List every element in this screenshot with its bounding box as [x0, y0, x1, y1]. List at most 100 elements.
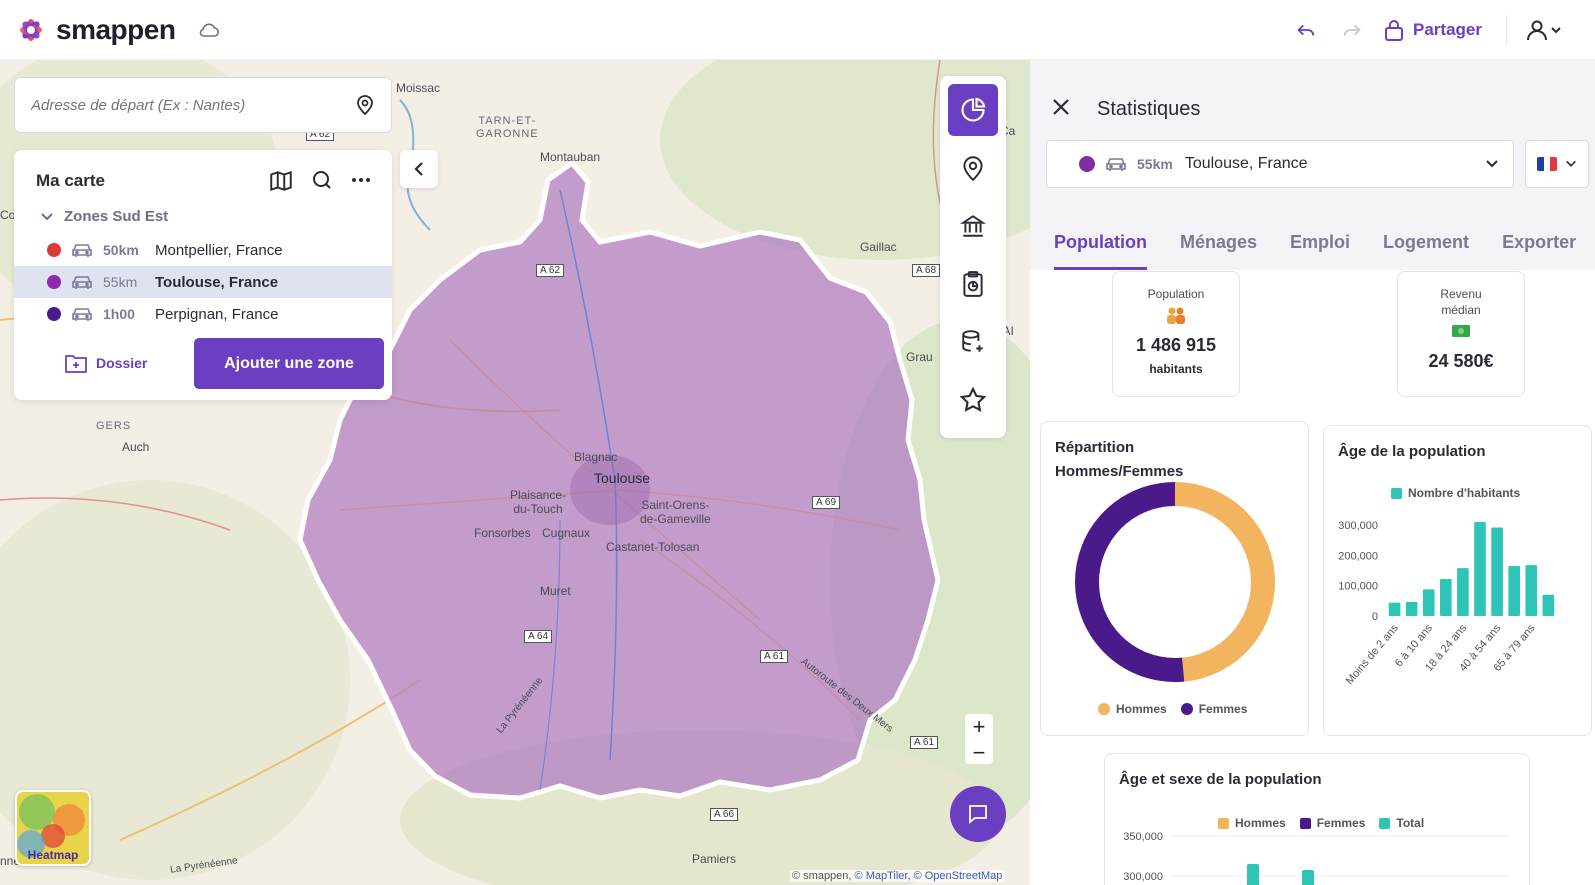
user-menu-button[interactable] — [1525, 18, 1563, 42]
zoom-out-button[interactable]: − — [972, 740, 986, 765]
zone-name: Toulouse, France — [155, 273, 279, 291]
donut-slice-femmes[interactable] — [1075, 482, 1275, 682]
chat-button[interactable] — [950, 786, 1006, 842]
points-tool[interactable] — [948, 142, 998, 194]
age-bar[interactable] — [1508, 566, 1520, 616]
zone-color-dot[interactable] — [47, 243, 61, 257]
map-pin-icon[interactable] — [355, 94, 375, 116]
age-sex-bar[interactable] — [1247, 864, 1259, 885]
map-label-castanet: Castanet-Tolosan — [606, 540, 700, 554]
zone-color-dot — [1079, 156, 1095, 172]
legend-item-hommes[interactable]: Hommes — [1098, 702, 1167, 716]
tab-exporter[interactable]: Exporter — [1502, 232, 1577, 252]
legend-item-hommes[interactable]: Hommes — [1218, 816, 1286, 830]
age-bar[interactable] — [1491, 527, 1503, 616]
user-icon — [1527, 20, 1547, 41]
age-bar[interactable] — [1440, 579, 1452, 616]
france-flag-icon — [1537, 157, 1557, 171]
close-icon[interactable] — [1052, 98, 1070, 116]
undo-button[interactable] — [1291, 15, 1321, 45]
car-icon — [1106, 158, 1126, 171]
database-plus-icon — [962, 330, 983, 352]
road-sign: A 69 — [812, 496, 841, 509]
clipboard-chart-icon — [963, 271, 983, 297]
zone-color-dot[interactable] — [47, 307, 61, 321]
kpi-label: Revenu médian — [1440, 287, 1482, 317]
folder-plus-icon — [65, 355, 87, 373]
share-button[interactable]: Partager — [1383, 18, 1482, 42]
y-tick-label: 0 — [1372, 611, 1378, 623]
openstreetmap-link[interactable]: © OpenStreetMap — [913, 870, 1003, 882]
share-label: Partager — [1413, 20, 1482, 39]
statistics-tool[interactable] — [948, 84, 998, 136]
y-tick-label: 200,000 — [1338, 550, 1378, 562]
search-icon[interactable] — [310, 168, 334, 192]
legend-item-femmes[interactable]: Femmes — [1180, 702, 1248, 716]
zone-color-dot[interactable] — [47, 275, 61, 289]
chat-icon — [969, 805, 987, 824]
bank-icon — [960, 215, 986, 237]
report-tool[interactable] — [948, 258, 998, 310]
road-sign: A 66 — [710, 808, 739, 821]
address-search-input[interactable] — [31, 96, 351, 114]
zoom-in-button[interactable]: + — [972, 714, 986, 739]
tab-menages[interactable]: Ménages — [1180, 232, 1258, 252]
redo-button[interactable] — [1337, 15, 1367, 45]
age-chart-card: Âge de la population Nombre d'habitants … — [1323, 425, 1592, 736]
legend-label: Femmes — [1198, 702, 1248, 716]
undo-icon — [1297, 24, 1315, 36]
age-bar[interactable] — [1457, 568, 1469, 616]
zone-group-label: Zones Sud Est — [64, 208, 169, 225]
zone-distance: 55km — [103, 274, 138, 290]
star-icon — [959, 386, 987, 412]
favorites-tool[interactable] — [948, 374, 998, 426]
poi-tool[interactable] — [948, 200, 998, 252]
country-selector[interactable] — [1525, 140, 1589, 188]
data-import-tool[interactable] — [948, 316, 998, 368]
money-icon — [1452, 325, 1470, 337]
maptiler-link[interactable]: © MapTiler — [854, 870, 908, 882]
legend-label: Hommes — [1235, 816, 1286, 830]
age-bar[interactable] — [1474, 522, 1486, 616]
app-logo[interactable]: smappen — [14, 13, 176, 47]
age-bar[interactable] — [1525, 565, 1538, 616]
people-icon — [1167, 307, 1185, 324]
my-map-panel: Ma carte Zones Sud Est 50km Montpellier,… — [14, 150, 392, 400]
map-pin-icon — [963, 156, 983, 182]
tab-logement[interactable]: Logement — [1383, 232, 1470, 252]
road-sign: A 68 — [912, 264, 941, 277]
tab-emploi[interactable]: Emploi — [1290, 232, 1351, 252]
my-map-title: Ma carte — [36, 171, 105, 190]
legend-item-habitants[interactable]: Nombre d'habitants — [1391, 486, 1520, 500]
attribution-text: © smappen, — [792, 870, 855, 882]
legend-item-total[interactable]: Total — [1379, 816, 1424, 830]
more-options-icon[interactable] — [350, 168, 372, 192]
age-bar[interactable] — [1405, 602, 1418, 616]
chevron-down-icon — [41, 212, 53, 220]
zone-item-perpignan[interactable]: 1h00 Perpignan, France — [14, 298, 392, 330]
zoom-controls: + − — [965, 714, 993, 765]
statistics-tabs: Population Ménages Emploi Logement Expor… — [1030, 228, 1595, 270]
y-tick-label: 300,000 — [1123, 871, 1163, 883]
heatmap-toggle[interactable]: Heatmap — [15, 790, 91, 866]
add-zone-button[interactable]: Ajouter une zone — [194, 338, 384, 389]
age-bar[interactable] — [1388, 602, 1401, 616]
age-bar[interactable] — [1542, 594, 1555, 616]
zone-name: Perpignan, France — [155, 305, 279, 323]
collapse-panel-button[interactable] — [400, 150, 438, 188]
cloud-sync-icon[interactable] — [197, 18, 221, 42]
legend-item-femmes[interactable]: Femmes — [1299, 816, 1365, 830]
zone-selector[interactable]: 55km Toulouse, France — [1046, 140, 1514, 188]
age-sex-bar[interactable] — [1302, 870, 1314, 885]
map-label-gaillac: Gaillac — [860, 240, 897, 254]
add-folder-button[interactable]: Dossier — [64, 352, 147, 374]
map-label-tarn-et-garonne: TARN-ET- GARONNE — [476, 115, 539, 140]
zone-item-montpellier[interactable]: 50km Montpellier, France — [14, 234, 392, 266]
zone-item-toulouse[interactable]: 55km Toulouse, France — [14, 266, 392, 298]
zone-group-toggle[interactable]: Zones Sud Est — [40, 208, 168, 225]
map-icon[interactable] — [268, 168, 294, 194]
app-header: smappen Partager — [0, 0, 1595, 60]
age-bar[interactable] — [1422, 589, 1435, 616]
road-sign: A 64 — [524, 630, 553, 643]
tab-population[interactable]: Population — [1054, 228, 1147, 270]
